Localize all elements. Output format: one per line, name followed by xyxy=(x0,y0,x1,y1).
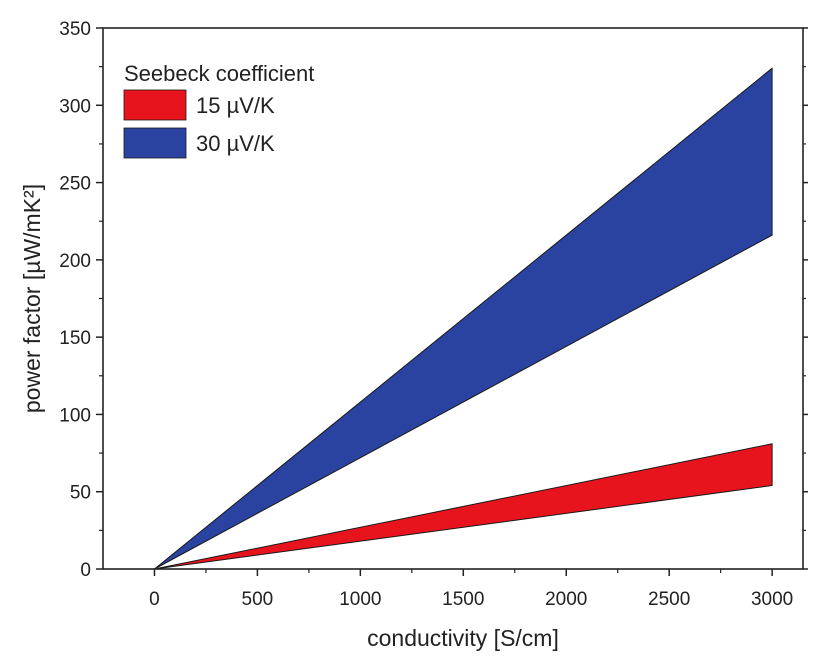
y-tick-label: 300 xyxy=(59,96,91,117)
axis-ticks: 0 500 1000 1500 2000 2500 3000 0 50 100 150 200 250 3… xyxy=(59,19,808,610)
x-tick-label: 2000 xyxy=(545,589,587,610)
y-tick-label: 250 xyxy=(59,174,91,195)
legend: Seebeck coefficient 15 µV/K 30 µV/K xyxy=(123,61,314,159)
x-tick-label: 1500 xyxy=(442,589,484,610)
y-axis-title: power factor [µW/mK²] xyxy=(19,184,45,413)
y-tick-label: 150 xyxy=(59,328,91,349)
x-tick-label: 1000 xyxy=(339,589,381,610)
legend-swatch xyxy=(123,89,187,121)
y-tick-label: 100 xyxy=(59,405,91,426)
plot-areas xyxy=(153,67,773,570)
area-band-1 xyxy=(153,443,773,570)
area-band-2 xyxy=(153,67,773,570)
legend-items: 15 µV/K 30 µV/K xyxy=(123,89,275,159)
legend-title: Seebeck coefficient xyxy=(124,61,314,86)
x-tick-label: 500 xyxy=(242,589,274,610)
y-tick-label: 350 xyxy=(59,19,91,40)
x-tick-label: 0 xyxy=(149,589,160,610)
x-axis-title: conductivity [S/cm] xyxy=(367,625,559,651)
y-tick-label: 200 xyxy=(59,251,91,272)
y-tick-label: 50 xyxy=(70,483,91,504)
legend-label: 15 µV/K xyxy=(196,93,275,118)
x-tick-label: 3000 xyxy=(751,589,793,610)
x-tick-label: 2500 xyxy=(648,589,690,610)
legend-swatch xyxy=(123,127,187,159)
legend-label: 30 µV/K xyxy=(196,131,275,156)
y-tick-label: 0 xyxy=(80,560,91,581)
